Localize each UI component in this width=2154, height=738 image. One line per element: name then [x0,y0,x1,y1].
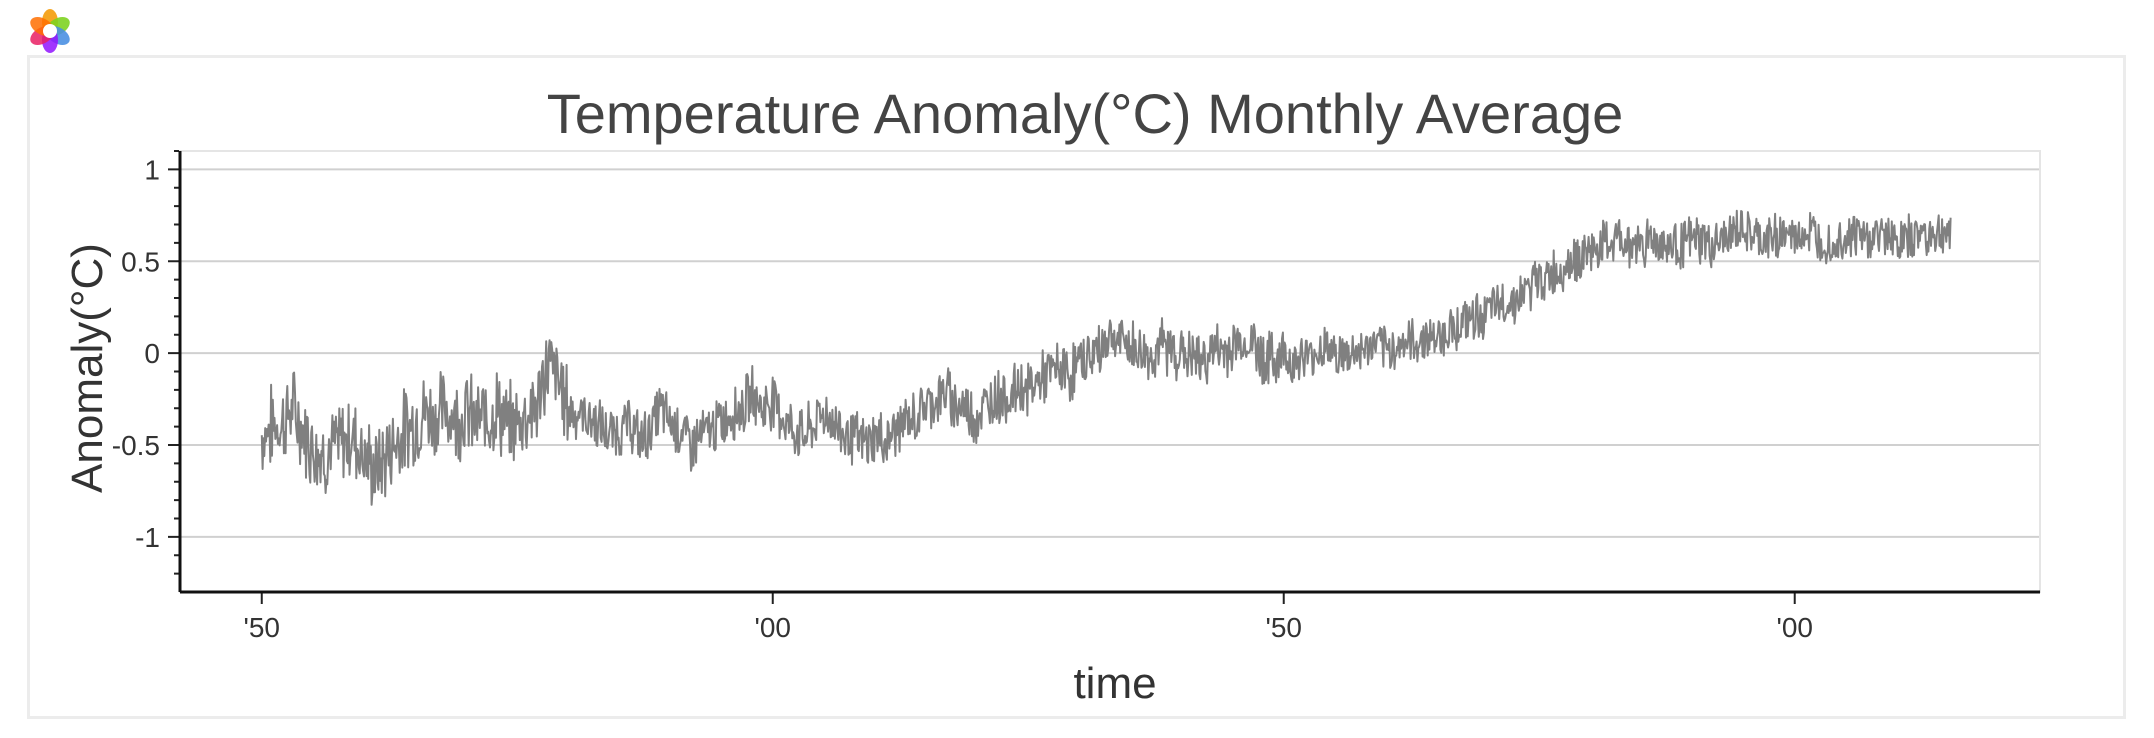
x-tick-labels: '50 '00 '50 '00 [244,612,1813,643]
series-layer [260,209,1952,506]
y-tick-labels: 1 0.5 0 -0.5 -1 [112,154,160,553]
y-tick-label: -1 [135,522,160,553]
x-tick-label: '50 [244,612,281,643]
x-axis-label: time [1073,659,1156,708]
x-tick-label: '50 [1265,612,1302,643]
chart-panel: Temperature Anomaly(°C) Monthly Average … [27,55,2126,719]
axes [168,150,2041,604]
line-chart: Temperature Anomaly(°C) Monthly Average … [63,82,2041,708]
y-axis-label: Anomaly(°C) [63,243,112,493]
app-logo-icon [30,9,70,53]
y-tick-label: 0 [144,338,160,369]
plot-frame [179,150,2041,593]
y-tick-label: -0.5 [112,430,160,461]
y-tick-label: 0.5 [121,246,160,277]
chart-title: Temperature Anomaly(°C) Monthly Average [547,82,1624,145]
x-tick-label: '00 [1776,612,1813,643]
series-line [260,209,1952,506]
y-tick-label: 1 [144,154,160,185]
grid-lines [180,168,2040,538]
x-tick-label: '00 [754,612,791,643]
